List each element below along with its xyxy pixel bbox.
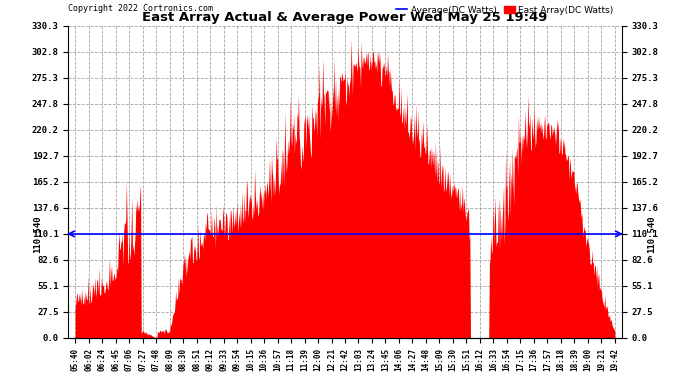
Legend: Average(DC Watts), East Array(DC Watts): Average(DC Watts), East Array(DC Watts) — [393, 2, 617, 18]
Text: 110.540: 110.540 — [648, 215, 657, 253]
Title: East Array Actual & Average Power Wed May 25 19:49: East Array Actual & Average Power Wed Ma… — [142, 12, 548, 24]
Text: Copyright 2022 Cortronics.com: Copyright 2022 Cortronics.com — [68, 4, 213, 13]
Text: 110.540: 110.540 — [33, 215, 42, 253]
